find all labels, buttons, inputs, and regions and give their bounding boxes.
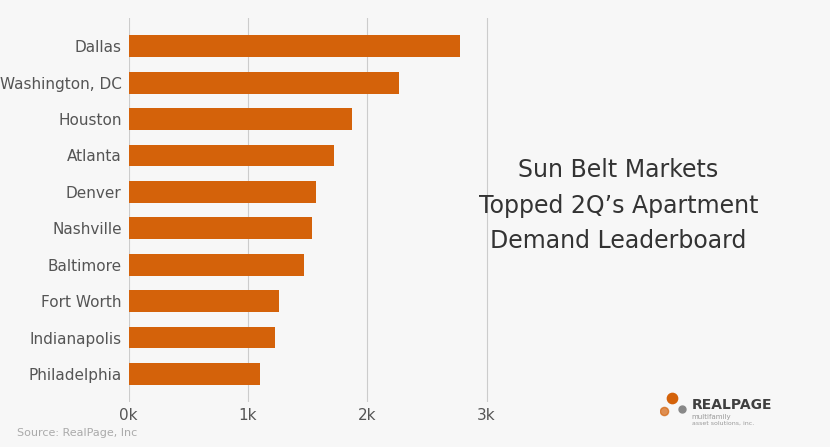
Bar bbox=[129, 35, 461, 57]
Point bbox=[675, 405, 688, 413]
Bar bbox=[129, 363, 260, 385]
Bar bbox=[129, 181, 316, 203]
Bar bbox=[129, 72, 399, 93]
Text: REALPAGE: REALPAGE bbox=[691, 397, 772, 412]
Bar bbox=[129, 217, 312, 239]
Text: multifamily: multifamily bbox=[691, 413, 731, 420]
Bar bbox=[129, 254, 304, 276]
Text: Sun Belt Markets
Topped 2Q’s Apartment
Demand Leaderboard: Sun Belt Markets Topped 2Q’s Apartment D… bbox=[479, 158, 758, 253]
Bar bbox=[129, 108, 352, 130]
Bar bbox=[129, 144, 334, 166]
Bar bbox=[129, 327, 276, 348]
Point bbox=[657, 408, 671, 415]
Text: asset solutions, inc.: asset solutions, inc. bbox=[691, 421, 754, 426]
Point bbox=[665, 394, 678, 401]
Bar bbox=[129, 290, 279, 312]
Text: Source: RealPage, Inc: Source: RealPage, Inc bbox=[17, 428, 137, 438]
